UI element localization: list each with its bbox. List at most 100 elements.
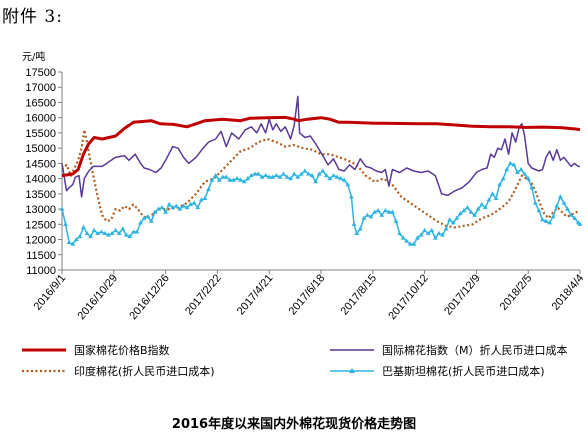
data-point-marker bbox=[411, 241, 417, 246]
data-point-marker bbox=[379, 212, 385, 217]
data-point-marker bbox=[202, 195, 208, 201]
data-point-marker bbox=[554, 203, 560, 208]
data-point-marker bbox=[550, 214, 556, 219]
data-point-marker bbox=[270, 174, 276, 179]
y-tick-label: 12000 bbox=[25, 235, 56, 247]
data-point-marker bbox=[327, 176, 333, 181]
data-point-marker bbox=[447, 217, 453, 222]
x-tick-label: 2018/4/4 bbox=[550, 272, 587, 313]
data-point-marker bbox=[263, 172, 269, 178]
y-tick-label: 12500 bbox=[25, 219, 56, 231]
data-point-marker bbox=[127, 233, 133, 239]
data-point-marker bbox=[543, 218, 549, 223]
data-point-marker bbox=[334, 174, 340, 179]
data-point-marker bbox=[95, 230, 101, 236]
data-point-marker bbox=[159, 204, 165, 210]
data-point-marker bbox=[223, 174, 229, 179]
data-point-marker bbox=[288, 176, 294, 181]
data-point-marker bbox=[206, 186, 211, 191]
data-point-marker bbox=[173, 203, 179, 208]
data-point-marker bbox=[515, 169, 520, 175]
data-point-marker bbox=[198, 197, 204, 202]
data-point-marker bbox=[331, 172, 336, 178]
data-point-marker bbox=[284, 174, 290, 179]
data-point-marker bbox=[231, 177, 236, 182]
data-point-marker bbox=[361, 215, 367, 220]
data-point-marker bbox=[273, 172, 279, 178]
data-point-marker bbox=[102, 230, 108, 236]
series-line bbox=[61, 128, 580, 229]
data-point-marker bbox=[177, 206, 183, 211]
data-point-marker bbox=[152, 209, 158, 214]
data-point-marker bbox=[245, 176, 251, 181]
data-point-marker bbox=[465, 204, 470, 210]
data-point-marker bbox=[472, 212, 478, 217]
data-point-marker bbox=[497, 182, 503, 187]
series-0 bbox=[61, 115, 581, 178]
x-tick-label: 2017/4/21 bbox=[235, 272, 276, 317]
data-point-marker bbox=[309, 172, 315, 178]
data-point-marker bbox=[113, 227, 118, 232]
series-lines bbox=[59, 95, 583, 246]
data-point-marker bbox=[213, 172, 219, 178]
data-point-marker bbox=[234, 176, 240, 181]
x-tick-label: 2017/6/18 bbox=[287, 272, 328, 317]
data-point-marker bbox=[252, 171, 258, 176]
data-point-marker bbox=[518, 166, 524, 172]
attachment-label: 附件 3: bbox=[2, 7, 63, 27]
data-point-marker bbox=[561, 200, 567, 205]
data-point-marker bbox=[568, 212, 574, 217]
legend-label: 国际棉花指数（M）折人民币进口成本 bbox=[382, 343, 568, 357]
data-point-marker bbox=[259, 174, 265, 179]
data-point-marker bbox=[415, 235, 420, 240]
y-tick-label: 17000 bbox=[25, 82, 56, 94]
data-point-marker bbox=[248, 172, 254, 178]
data-point-marker bbox=[572, 215, 578, 220]
legend-marker bbox=[349, 368, 355, 373]
data-point-marker bbox=[191, 200, 197, 205]
data-point-marker bbox=[493, 195, 499, 201]
data-point-marker bbox=[63, 221, 68, 226]
data-point-marker bbox=[500, 176, 506, 181]
data-point-marker bbox=[227, 177, 233, 182]
data-point-marker bbox=[66, 239, 72, 245]
y-tick-label: 14500 bbox=[25, 158, 56, 170]
data-point-marker bbox=[106, 232, 111, 237]
data-point-marker bbox=[351, 221, 357, 226]
y-tick-label: 16000 bbox=[25, 113, 56, 125]
data-point-marker bbox=[209, 177, 215, 182]
y-tick-label: 15500 bbox=[25, 128, 56, 140]
data-point-marker bbox=[116, 230, 122, 236]
data-point-marker bbox=[220, 174, 226, 179]
y-tick-label: 13000 bbox=[25, 204, 56, 216]
x-tick-label: 2017/8/15 bbox=[338, 272, 379, 317]
data-point-marker bbox=[386, 209, 392, 214]
data-point-marker bbox=[120, 226, 126, 231]
data-point-marker bbox=[507, 160, 513, 165]
data-point-marker bbox=[422, 227, 427, 232]
data-point-marker bbox=[295, 174, 301, 179]
data-point-marker bbox=[368, 214, 374, 219]
data-point-marker bbox=[577, 221, 583, 226]
data-point-marker bbox=[511, 162, 517, 167]
data-point-marker bbox=[138, 220, 143, 225]
data-point-marker bbox=[145, 214, 151, 219]
data-point-marker bbox=[70, 241, 76, 246]
x-tick-label: 2018/2/5 bbox=[498, 272, 535, 313]
legend-label: 巴基斯坦棉花(折人民币进口成本) bbox=[382, 364, 545, 378]
series-2 bbox=[61, 128, 580, 229]
chart-legend: 国家棉花价格B指数 国际棉花指数（M）折人民币进口成本印度棉花(折人民币进口成本)… bbox=[22, 343, 568, 378]
y-axis-unit-label: 元/吨 bbox=[22, 50, 45, 63]
data-point-marker bbox=[131, 229, 136, 234]
data-point-marker bbox=[354, 230, 360, 236]
legend-item: 巴基斯坦棉花(折人民币进口成本) bbox=[330, 364, 545, 378]
data-point-marker bbox=[256, 171, 261, 176]
data-point-marker bbox=[390, 209, 395, 214]
data-point-marker bbox=[443, 226, 449, 231]
data-point-marker bbox=[450, 220, 456, 225]
data-point-marker bbox=[475, 206, 481, 211]
chart-axes bbox=[61, 72, 580, 271]
data-point-marker bbox=[323, 172, 329, 178]
data-point-marker bbox=[490, 191, 495, 196]
